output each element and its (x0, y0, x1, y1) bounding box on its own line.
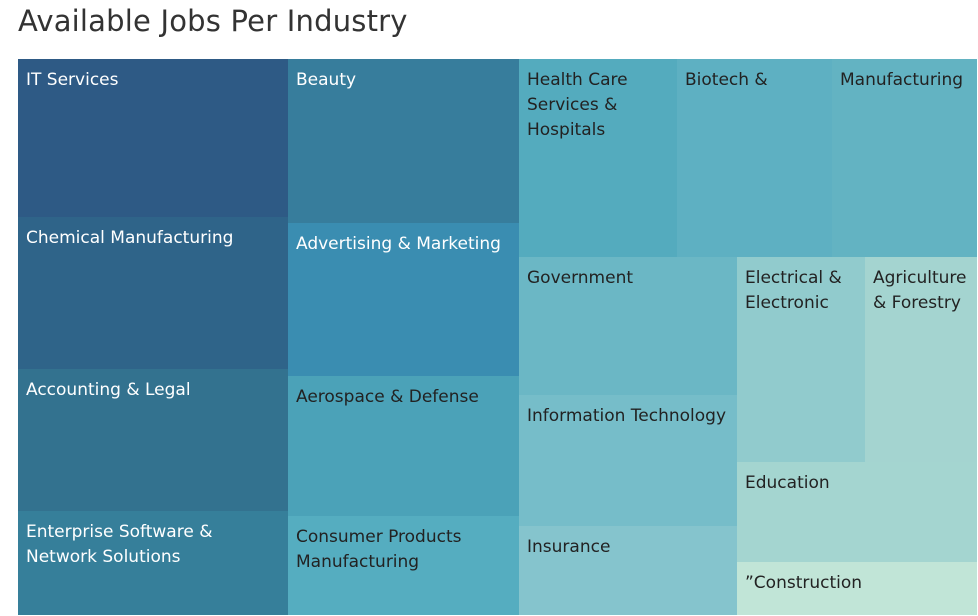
tile-label: IT Services (26, 70, 119, 90)
treemap-tile[interactable]: Information Technology (519, 395, 738, 527)
treemap-tile[interactable]: Electrical & Electronic (737, 257, 866, 463)
treemap-tile[interactable]: Agriculture & Forestry (865, 257, 978, 463)
tile-label: Chemical Manufacturing (26, 228, 234, 248)
chart-title: Available Jobs Per Industry (18, 4, 408, 38)
treemap-tile[interactable]: Advertising & Marketing (288, 223, 520, 377)
treemap-tile[interactable]: Beauty (288, 59, 520, 224)
tile-label: Manufacturing (840, 70, 964, 90)
treemap-tile[interactable]: Enterprise Software & Network Solutions (18, 511, 289, 616)
tile-label: Consumer Products Manufacturing (296, 527, 462, 572)
treemap-tile[interactable]: Chemical Manufacturing (18, 217, 289, 370)
tile-label: Information Technology (527, 406, 727, 426)
treemap-tile[interactable]: Consumer Products Manufacturing (288, 516, 520, 616)
treemap-tile[interactable]: Biotech & (677, 59, 833, 258)
treemap-tile[interactable]: Education (737, 462, 978, 563)
tile-label: ”Construction (745, 573, 863, 593)
treemap-tile[interactable]: ”Construction (737, 562, 978, 616)
tile-label: Advertising & Marketing (296, 234, 501, 254)
treemap-tile[interactable]: Health Care Services & Hospitals (519, 59, 678, 258)
treemap-tile[interactable]: Insurance (519, 526, 738, 616)
treemap-tile[interactable]: Accounting & Legal (18, 369, 289, 512)
tile-label: Aerospace & Defense (296, 387, 479, 407)
tile-label: Beauty (296, 70, 357, 90)
tile-label: Insurance (527, 537, 611, 557)
tile-label: Health Care Services & Hospitals (527, 70, 628, 140)
treemap-tile[interactable]: Manufacturing (832, 59, 978, 258)
tile-label: Enterprise Software & Network Solutions (26, 522, 213, 567)
tile-label: Biotech & (685, 70, 768, 90)
treemap-tile[interactable]: Government (519, 257, 738, 396)
tile-label: Government (527, 268, 634, 288)
treemap-tile[interactable]: IT Services (18, 59, 289, 218)
tile-label: Electrical & Electronic (745, 268, 842, 313)
tile-label: Education (745, 473, 830, 493)
tile-label: Agriculture & Forestry (873, 268, 967, 313)
treemap-tile[interactable]: Aerospace & Defense (288, 376, 520, 517)
tile-label: Accounting & Legal (26, 380, 191, 400)
